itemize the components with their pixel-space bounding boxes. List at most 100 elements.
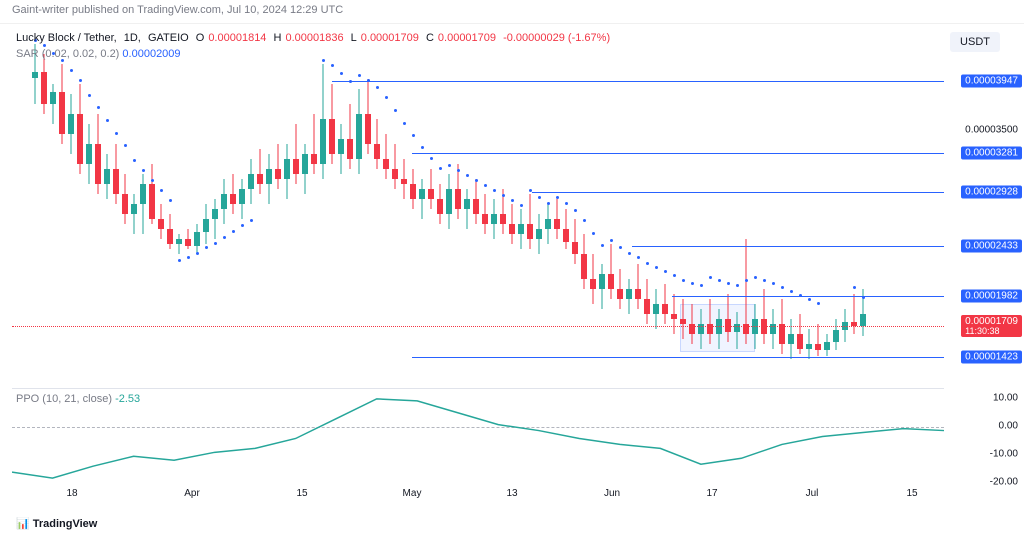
sar-dot — [763, 279, 766, 282]
ppo-pane[interactable]: PPO (10, 21, close) -2.53 — [12, 388, 944, 484]
time-axis: 18Apr15May13Jun17Jul15 — [12, 488, 944, 508]
time-tick: May — [403, 488, 422, 499]
price-level-tag: 0.00001423 — [961, 351, 1022, 364]
sar-dot — [781, 286, 784, 289]
sar-dot — [700, 284, 703, 287]
sar-dot — [421, 146, 424, 149]
sar-dot — [88, 94, 91, 97]
sar-dot — [664, 270, 667, 273]
sar-dot — [79, 79, 82, 82]
price-level-tag: 0.00002928 — [961, 186, 1022, 199]
price-level-line[interactable] — [412, 357, 944, 358]
sar-dot — [250, 219, 253, 222]
sar-dot — [520, 204, 523, 207]
tradingview-logo[interactable]: 📊 TradingView — [16, 517, 97, 530]
sar-dot — [682, 279, 685, 282]
sar-dot — [466, 174, 469, 177]
symbol-info: Lucky Block / Tether, 1D, GATEIO O0.0000… — [16, 32, 614, 44]
sar-dot — [853, 286, 856, 289]
sar-dot — [70, 69, 73, 72]
sar-dot — [142, 169, 145, 172]
time-tick: Jul — [806, 488, 819, 499]
sar-dot — [376, 86, 379, 89]
sar-dot — [691, 282, 694, 285]
sar-info: SAR (0.02, 0.02, 0.2) 0.00002009 — [16, 48, 181, 60]
time-tick: 17 — [706, 488, 717, 499]
sar-dot — [538, 196, 541, 199]
ppo-tick: -20.00 — [990, 477, 1018, 488]
sar-dot — [439, 167, 442, 170]
main-chart[interactable] — [12, 24, 944, 376]
sar-dot — [592, 232, 595, 235]
time-tick: 15 — [296, 488, 307, 499]
price-level-line[interactable] — [532, 192, 944, 193]
sar-dot — [448, 164, 451, 167]
chart-container: Lucky Block / Tether, 1D, GATEIO O0.0000… — [0, 24, 1024, 536]
price-level-line[interactable] — [632, 246, 944, 247]
sar-dot — [232, 230, 235, 233]
sar-dot — [610, 239, 613, 242]
sar-dot — [493, 189, 496, 192]
sar-dot — [547, 202, 550, 205]
sar-dot — [196, 252, 199, 255]
sar-dot — [808, 298, 811, 301]
sar-dot — [637, 256, 640, 259]
sar-dot — [709, 276, 712, 279]
sar-dot — [340, 72, 343, 75]
sar-dot — [601, 244, 604, 247]
time-tick: 18 — [66, 488, 77, 499]
ppo-line — [12, 399, 944, 478]
price-level-line[interactable] — [672, 296, 944, 297]
current-price-tag: 0.0000170911:30:38 — [961, 315, 1022, 337]
sar-dot — [160, 189, 163, 192]
sar-dot — [817, 302, 820, 305]
sar-dot — [673, 274, 676, 277]
sar-dot — [511, 199, 514, 202]
sar-dot — [97, 106, 100, 109]
sar-dot — [403, 122, 406, 125]
ppo-tick: 0.00 — [999, 421, 1018, 432]
sar-dot — [718, 279, 721, 282]
price-level-tag: 0.00003281 — [961, 147, 1022, 160]
price-level-tag: 0.00003947 — [961, 75, 1022, 88]
sar-dot — [736, 284, 739, 287]
price-level-tag: 0.00002433 — [961, 240, 1022, 253]
sar-dot — [115, 132, 118, 135]
sar-dot — [430, 157, 433, 160]
price-axis: 0.000035000.000039470.000032810.00002928… — [946, 24, 1024, 376]
ppo-tick: -10.00 — [990, 449, 1018, 460]
price-level-line[interactable] — [412, 153, 944, 154]
sar-dot — [745, 279, 748, 282]
currency-badge[interactable]: USDT — [950, 32, 1000, 52]
sar-dot — [394, 109, 397, 112]
sar-dot — [331, 64, 334, 67]
sar-dot — [583, 219, 586, 222]
sar-dot — [754, 276, 757, 279]
sar-dot — [646, 262, 649, 265]
sar-dot — [205, 246, 208, 249]
sar-dot — [106, 119, 109, 122]
ppo-axis: 10.000.00-10.00-20.00 — [946, 388, 1024, 484]
sar-dot — [358, 74, 361, 77]
sar-dot — [727, 282, 730, 285]
sar-dot — [241, 224, 244, 227]
sar-dot — [475, 179, 478, 182]
sar-dot — [565, 202, 568, 205]
sar-dot — [790, 290, 793, 293]
ppo-tick: 10.00 — [993, 393, 1018, 404]
sar-dot — [187, 256, 190, 259]
time-tick: Jun — [604, 488, 620, 499]
price-level-line[interactable] — [332, 81, 944, 82]
sar-dot — [655, 266, 658, 269]
sar-dot — [628, 252, 631, 255]
sar-dot — [124, 144, 127, 147]
sar-dot — [322, 59, 325, 62]
sar-dot — [169, 199, 172, 202]
price-level-tag: 0.00001982 — [961, 290, 1022, 303]
sar-dot — [214, 242, 217, 245]
sar-dot — [412, 134, 415, 137]
sar-dot — [484, 184, 487, 187]
sar-dot — [772, 282, 775, 285]
sar-dot — [178, 259, 181, 262]
sar-dot — [43, 44, 46, 47]
